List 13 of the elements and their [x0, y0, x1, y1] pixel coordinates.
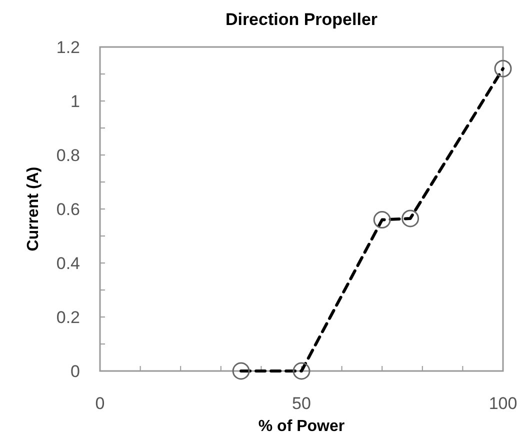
- x-tick-label: 100: [488, 394, 518, 413]
- y-tick-label: 0.8: [56, 146, 80, 165]
- y-tick-label: 0.2: [56, 308, 80, 327]
- y-tick-label: 1: [70, 92, 80, 111]
- chart-title: Direction Propeller: [225, 10, 378, 29]
- y-axis-title: Current (A): [25, 166, 42, 252]
- x-tick-label: 50: [292, 394, 311, 413]
- y-tick-label: 0.6: [56, 200, 80, 219]
- x-tick-label: 0: [95, 394, 105, 413]
- y-tick-label: 0.4: [56, 254, 80, 273]
- y-tick-label: 0: [70, 362, 80, 381]
- y-tick-label: 1.2: [56, 38, 80, 57]
- x-axis-title: % of Power: [258, 418, 345, 435]
